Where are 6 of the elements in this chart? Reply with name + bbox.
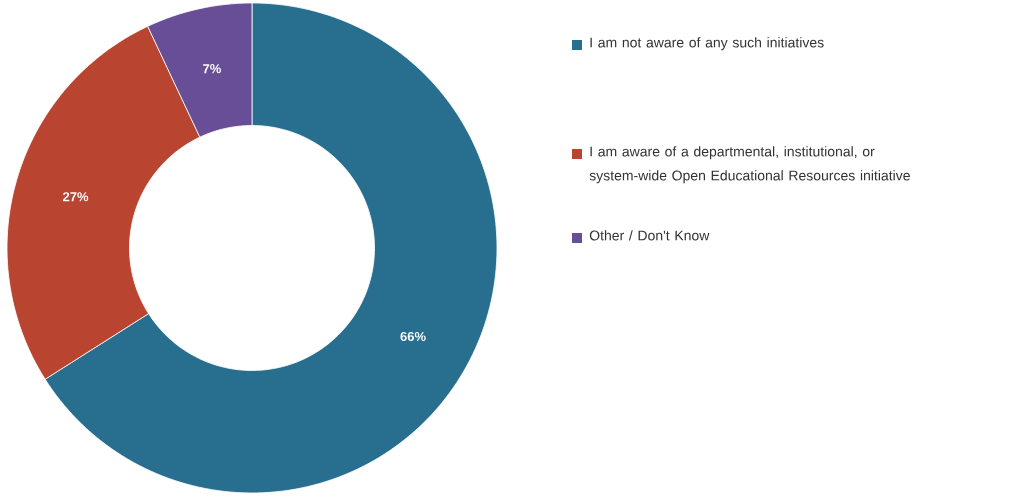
data-label: 7% (203, 64, 221, 74)
legend-label: I am not aware of any such initiatives (590, 37, 824, 51)
data-label: 27% (63, 192, 89, 202)
legend-label: I am aware of a departmental, institutional, or system-wide Open Educational Resources initiative (589, 146, 910, 184)
data-label: 66% (400, 331, 426, 342)
legend-label: Other / Don't Know (589, 230, 710, 241)
